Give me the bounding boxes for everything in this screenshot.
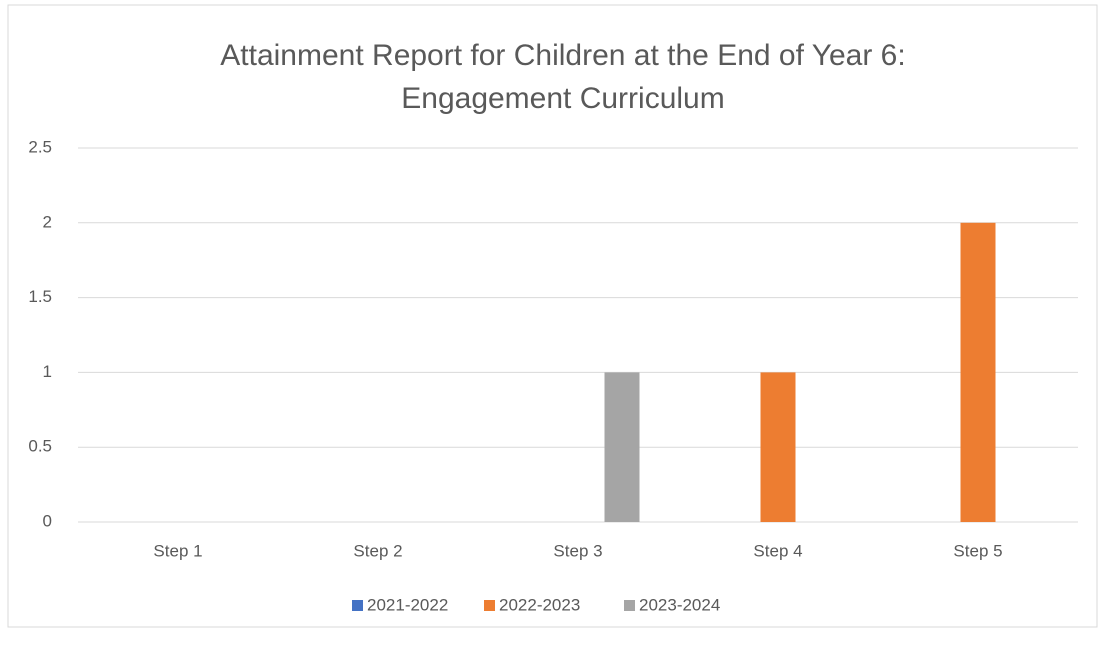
legend-swatch bbox=[484, 600, 495, 611]
chart-border bbox=[7, 4, 1098, 628]
y-tick-label: 1 bbox=[43, 362, 52, 381]
bar bbox=[960, 222, 996, 523]
x-tick-label: Step 1 bbox=[153, 541, 202, 560]
x-tick-label: Step 4 bbox=[753, 541, 802, 560]
bar bbox=[604, 372, 640, 522]
legend-swatch bbox=[352, 600, 363, 611]
y-tick-label: 2.5 bbox=[28, 137, 52, 156]
legend-label: 2023-2024 bbox=[639, 595, 720, 614]
legend-swatch bbox=[624, 600, 635, 611]
bar bbox=[760, 372, 796, 522]
x-tick-label: Step 3 bbox=[553, 541, 602, 560]
y-tick-label: 2 bbox=[43, 212, 52, 231]
x-tick-label: Step 2 bbox=[353, 541, 402, 560]
y-tick-label: 0 bbox=[43, 511, 52, 530]
x-tick-label: Step 5 bbox=[953, 541, 1002, 560]
legend-label: 2022-2023 bbox=[499, 595, 580, 614]
chart-title: Attainment Report for Children at the En… bbox=[220, 39, 905, 72]
y-tick-label: 1.5 bbox=[28, 287, 52, 306]
y-tick-label: 0.5 bbox=[28, 437, 52, 456]
legend-label: 2021-2022 bbox=[367, 595, 448, 614]
chart-title: Engagement Curriculum bbox=[401, 82, 724, 115]
